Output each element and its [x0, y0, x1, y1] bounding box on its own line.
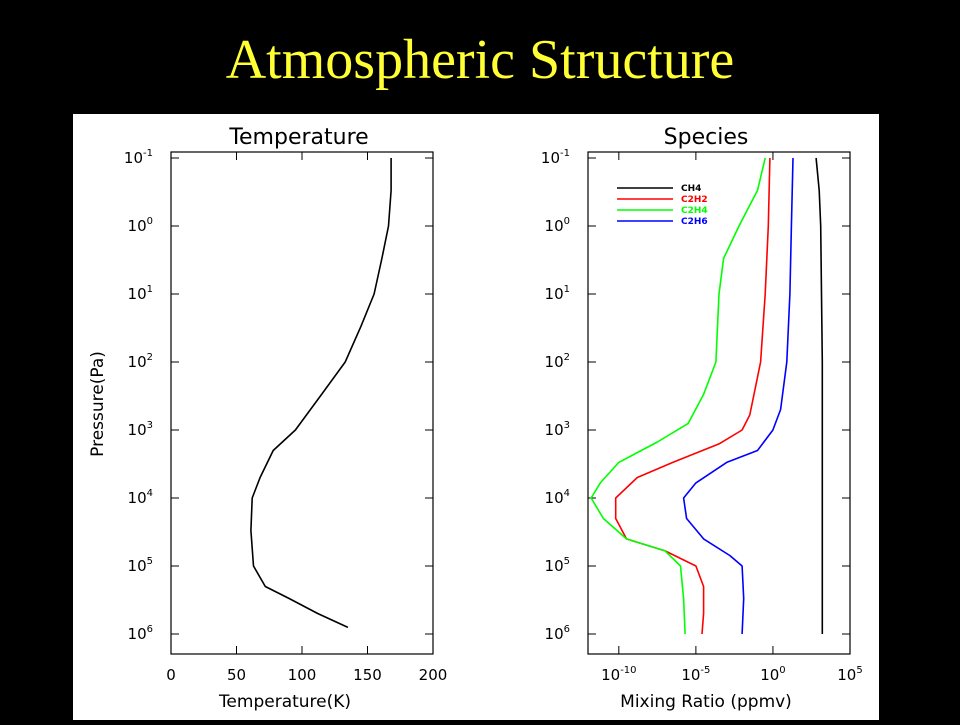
species-y-tick-label: 101 [545, 284, 570, 303]
temperature-y-tick-label: 100 [128, 216, 153, 235]
temperature-y-axis-label: Pressure(Pa) [88, 351, 108, 457]
species-x-tick-label: 100 [760, 665, 785, 684]
temperature-chart: Temperature 10-1 100 101 102 103 104 105 106 0 5… [88, 125, 447, 712]
chart-panel: Temperature 10-1 100 101 102 103 104 105 106 0 5… [73, 114, 879, 720]
temperature-x-tick-label: 150 [353, 666, 382, 684]
temperature-y-tick-label: 102 [128, 352, 153, 371]
legend-label-c2h4: C2H4 [681, 206, 708, 216]
temperature-y-tick-label: 106 [128, 624, 153, 643]
species-x-tick-label: 10-5 [681, 665, 710, 684]
temperature-chart-title: Temperature [228, 125, 368, 150]
species-y-tick-label: 104 [545, 488, 570, 507]
temperature-series [250, 158, 392, 629]
species-y-tick-label: 102 [545, 352, 570, 371]
species-x-tick-label: 105 [837, 665, 862, 684]
slide-title: Atmospheric Structure [225, 29, 735, 91]
temperature-y-tick-label: 104 [128, 488, 153, 507]
species-series [590, 157, 824, 635]
species-line-c2h4 [590, 157, 766, 635]
species-y-tick-label: 10-1 [541, 148, 570, 167]
legend-label-c2h6: C2H6 [681, 217, 708, 227]
species-x-ticks: 10-10 10-5 100 105 [601, 152, 863, 684]
temperature-y-tick-label: 101 [128, 284, 153, 303]
species-y-tick-label: 106 [545, 624, 570, 643]
temperature-x-tick-label: 0 [166, 666, 176, 684]
chart-svg: Temperature 10-1 100 101 102 103 104 105 106 0 5… [88, 125, 863, 712]
species-line-c2h2 [614, 157, 771, 635]
temperature-y-tick-label: 10-1 [124, 148, 153, 167]
legend-label-ch4: CH4 [681, 184, 701, 194]
temperature-profile-line [250, 158, 392, 629]
species-y-tick-label: 103 [545, 420, 570, 439]
species-line-ch4 [815, 157, 824, 634]
species-y-tick-label: 100 [545, 216, 570, 235]
temperature-x-tick-label: 50 [227, 666, 246, 684]
species-plot-frame [587, 151, 851, 655]
temperature-x-tick-label: 200 [419, 666, 448, 684]
temperature-y-tick-label: 105 [128, 556, 153, 575]
species-x-tick-label: 10-10 [601, 665, 636, 684]
temperature-y-ticks: 10-1 100 101 102 103 104 105 106 [124, 148, 433, 643]
species-chart-title: Species [664, 125, 749, 150]
species-y-tick-label: 105 [545, 556, 570, 575]
legend-label-c2h2: C2H2 [681, 195, 708, 205]
temperature-x-ticks: 0 50 100 150 200 [166, 152, 447, 684]
temperature-x-tick-label: 100 [288, 666, 317, 684]
temperature-x-axis-label: Temperature(K) [218, 692, 351, 712]
temperature-y-tick-label: 103 [128, 420, 153, 439]
temperature-plot-frame [170, 151, 434, 655]
species-x-axis-label: Mixing Ratio (ppmv) [620, 692, 792, 712]
species-y-ticks: 10-1 100 101 102 103 104 105 106 [541, 148, 850, 643]
species-line-c2h6 [682, 157, 794, 635]
